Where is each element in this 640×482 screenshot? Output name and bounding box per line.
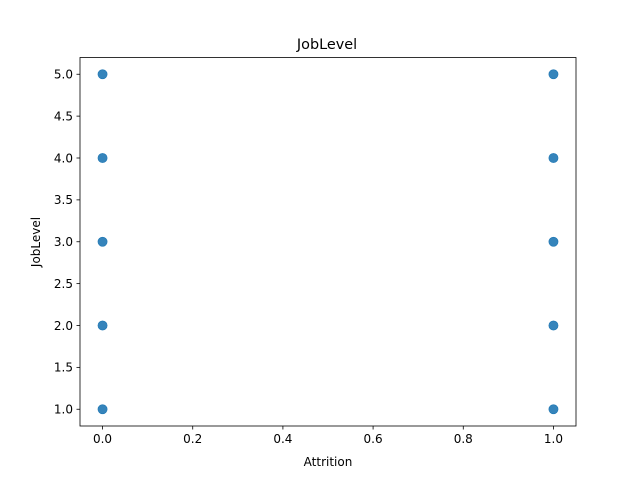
data-point <box>97 69 108 80</box>
x-tick-label: 0.6 <box>364 432 383 446</box>
data-point <box>548 153 559 163</box>
data-point <box>97 236 108 247</box>
y-tick-label: 1.0 <box>54 403 73 417</box>
data-point <box>548 320 559 331</box>
data-point <box>548 69 559 80</box>
chart-title: JobLevel <box>296 37 357 53</box>
data-points <box>97 69 559 415</box>
data-point <box>548 236 559 247</box>
data-point <box>97 404 108 415</box>
plot-frame <box>79 57 577 427</box>
y-tick-label: 1.5 <box>54 361 73 375</box>
x-tick-label: 0.8 <box>454 432 473 446</box>
x-tick-label: 0.4 <box>273 432 292 446</box>
y-tick-label: 3.5 <box>54 193 73 207</box>
y-tick-label: 2.5 <box>54 277 73 291</box>
x-tick-label: 0.0 <box>93 432 112 446</box>
x-axis: 0.0 0.2 0.4 0.6 0.8 1.0 <box>93 426 563 446</box>
x-axis-label: Attrition <box>304 455 353 469</box>
x-tick-label: 0.2 <box>183 432 202 446</box>
y-axis-label: JobLevel <box>29 217 43 268</box>
data-point <box>97 320 108 331</box>
y-tick-label: 4.0 <box>54 151 73 165</box>
y-axis: 1.0 1.5 2.0 2.5 3.0 3.5 4.0 4.5 5.0 <box>54 68 80 417</box>
data-point <box>97 153 108 163</box>
y-tick-label: 4.5 <box>54 109 73 123</box>
x-tick-label: 1.0 <box>544 432 563 446</box>
y-tick-label: 2.0 <box>54 319 73 333</box>
y-tick-label: 5.0 <box>54 68 73 82</box>
y-tick-label: 3.0 <box>54 235 73 249</box>
data-point <box>548 404 559 415</box>
